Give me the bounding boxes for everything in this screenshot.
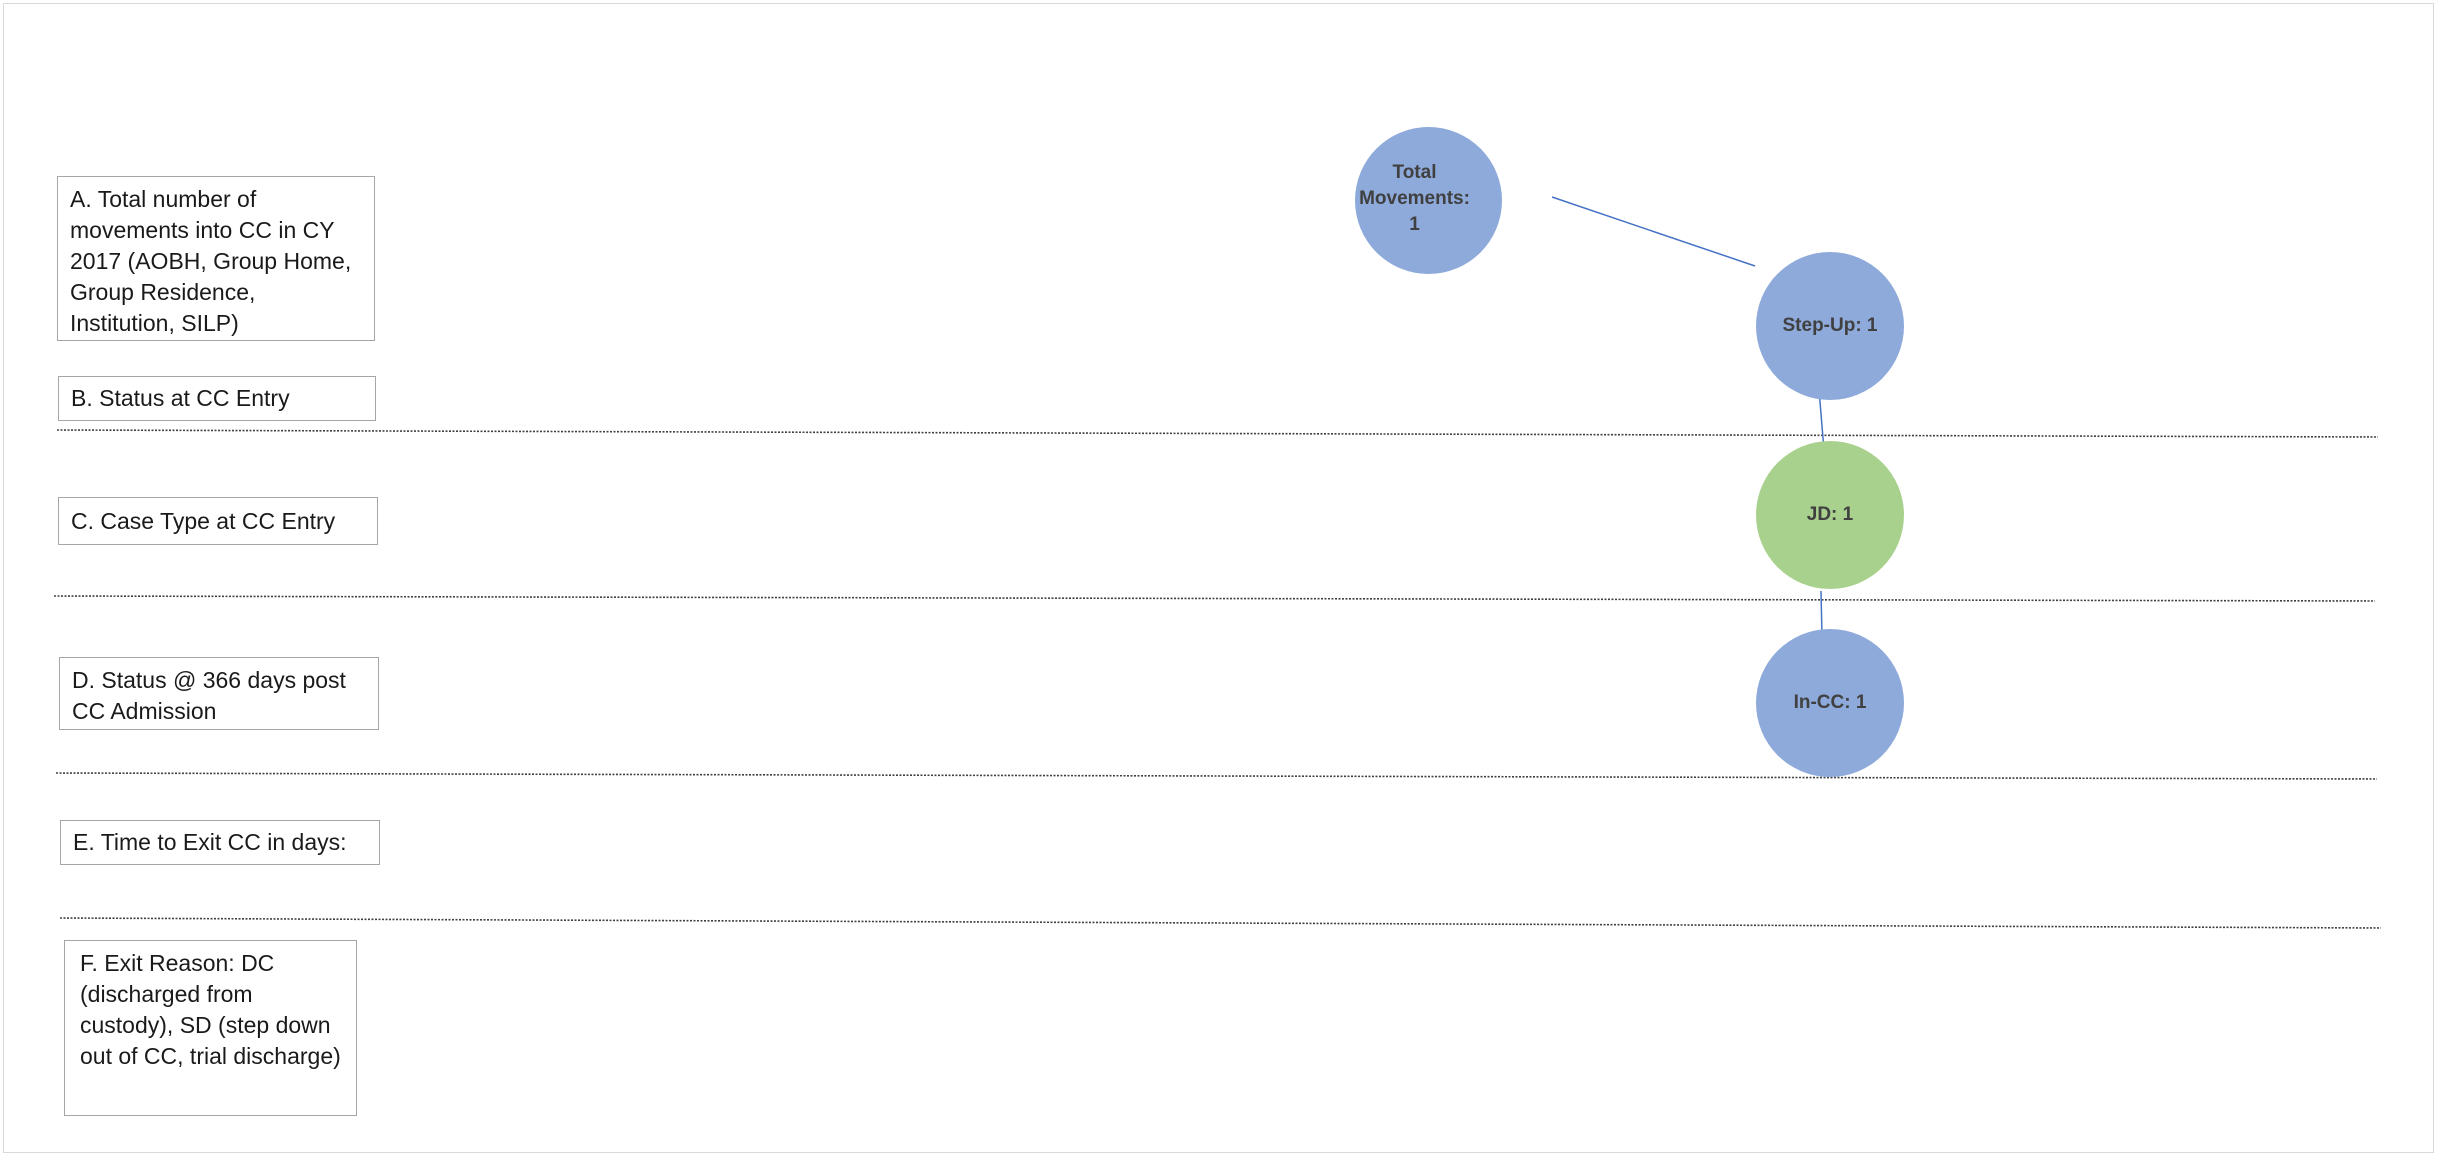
- step-up-node: Step-Up: 1: [1756, 252, 1904, 400]
- section-c-label: C. Case Type at CC Entry: [58, 497, 378, 545]
- jd-node: JD: 1: [1756, 441, 1904, 589]
- section-b-label: B. Status at CC Entry: [58, 376, 376, 421]
- section-f-label: F. Exit Reason: DC (discharged from cust…: [64, 940, 357, 1116]
- jd-label: JD: 1: [1806, 504, 1854, 525]
- page-frame: [3, 3, 2434, 1153]
- total-movements-label: Total Movements: 1: [1359, 162, 1470, 235]
- in-cc-node: In-CC: 1: [1756, 629, 1904, 777]
- in-cc-label: In-CC: 1: [1793, 692, 1867, 713]
- section-d-label: D. Status @ 366 days post CC Admission: [59, 657, 379, 730]
- section-e-label: E. Time to Exit CC in days:: [60, 820, 380, 865]
- section-a-label: A. Total number of movements into CC in …: [57, 176, 375, 341]
- step-up-label: Step-Up: 1: [1782, 315, 1878, 336]
- total-movements-node: Total Movements: 1: [1355, 127, 1502, 274]
